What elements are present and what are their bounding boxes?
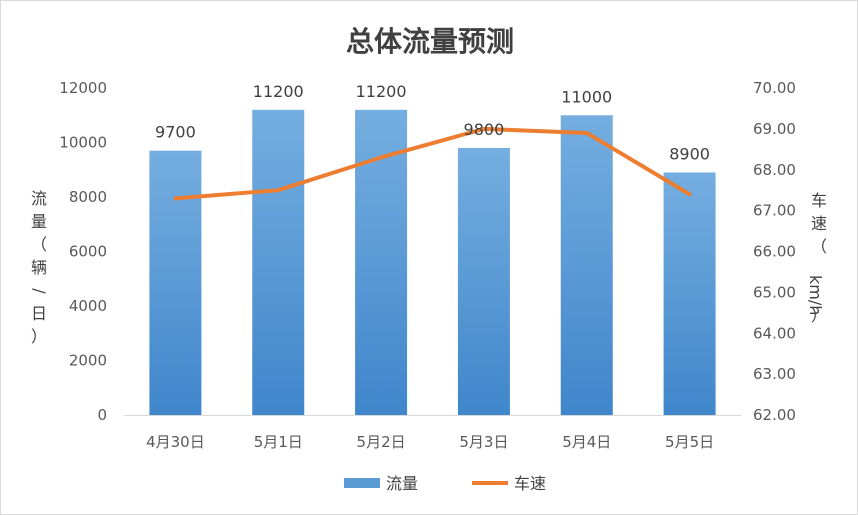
right-tick-label: 62.00 [753,406,796,424]
speed-line [173,126,692,201]
left-tick-label: 10000 [59,134,107,152]
axis-title-char: 量 [31,212,47,231]
right-axis-ticks: 62.00 63.00 64.00 65.00 66.00 67.00 68.00 69.00… [753,79,796,424]
axis-title-char: 速 [811,214,827,233]
axis-title-char: / [30,288,49,294]
left-axis-ticks: 0 2000 4000 6000 8000 10000 12000 [59,79,107,424]
axis-title-char: （ [31,235,47,254]
right-tick-label: 63.00 [753,365,796,383]
line-series [173,126,692,201]
axis-title-char: 流 [31,189,47,208]
legend-swatch-bar [344,478,380,488]
flow-bar [457,147,510,415]
flow-bar [355,109,408,416]
x-tick-label: 5月2日 [357,433,406,451]
legend-label: 流量 [386,474,418,493]
left-tick-label: 6000 [69,243,107,261]
bar-data-labels: 9700 11200 11200 9800 11000 8900 [155,82,710,164]
x-tick-label: 4月30日 [146,433,205,451]
x-axis-ticks: 4月30日 5月1日 5月2日 5月3日 5月4日 5月5日 [146,433,714,451]
x-tick-label: 5月4日 [562,433,611,451]
flow-bar [663,172,716,415]
right-tick-label: 70.00 [753,79,796,97]
axis-title-run: km/h [806,275,825,315]
right-tick-label: 68.00 [753,161,796,179]
axis-title-char: 辆 [31,258,47,277]
legend: 流量 车速 [344,474,546,493]
axis-title-char: （ [811,237,827,256]
flow-bar [252,109,305,416]
right-tick-label: 66.00 [753,243,796,261]
left-tick-label: 0 [97,406,107,424]
x-tick-label: 5月3日 [459,433,508,451]
right-tick-label: 69.00 [753,120,796,138]
left-tick-label: 4000 [69,297,107,315]
axis-title-char: ） [31,327,47,346]
bar-series [149,109,716,416]
axis-title-char: 车 [811,191,827,210]
right-tick-label: 67.00 [753,202,796,220]
x-tick-label: 5月5日 [665,433,714,451]
axis-title-char: ） [811,306,827,325]
bar-data-label: 9800 [464,120,505,139]
left-axis-title: 流量 （ 辆 / 日 ） [30,189,49,346]
flow-bar [149,150,202,416]
right-tick-label: 65.00 [753,283,796,301]
chart-title: 总体流量预测 [346,25,514,58]
x-tick-label: 5月1日 [254,433,303,451]
bar-data-label: 11000 [561,87,612,106]
left-tick-label: 8000 [69,188,107,206]
bar-data-label: 8900 [669,144,710,163]
bar-data-label: 9700 [155,123,196,142]
right-tick-label: 64.00 [753,324,796,342]
left-tick-label: 12000 [59,79,107,97]
bar-data-label: 11200 [356,82,407,101]
bar-data-label: 11200 [253,82,304,101]
axis-title-char: 日 [31,304,47,323]
left-tick-label: 2000 [69,352,107,370]
legend-label: 车速 [514,474,546,493]
right-axis-title: 车速 （ km/h） [806,191,827,325]
flow-bar [560,115,613,415]
